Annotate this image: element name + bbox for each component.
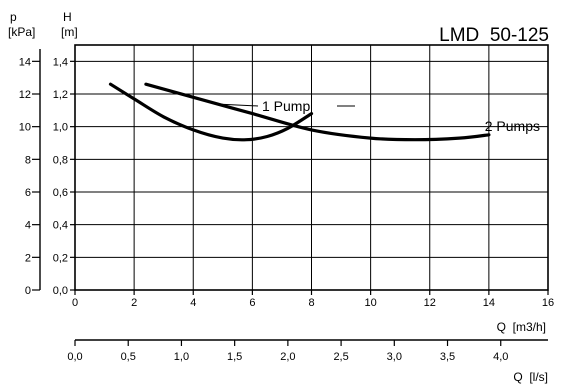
flow-m3h-tick-label: 0 <box>72 297 78 309</box>
pressure-tick-label: 12 <box>19 89 31 101</box>
pressure-tick-label: 2 <box>25 252 31 264</box>
head-tick-label: 0,8 <box>53 154 68 166</box>
pressure-tick-label: 8 <box>25 154 31 166</box>
flow-m3h-tick-label: 2 <box>131 297 137 309</box>
flow-m3h-tick-label: 4 <box>190 297 196 309</box>
flow-ls-tick-label: 3,0 <box>387 351 402 363</box>
flow-ls-tick-label: 1,0 <box>174 351 189 363</box>
head-tick-label: 0,2 <box>53 252 68 264</box>
pressure-tick-label: 6 <box>25 187 31 199</box>
flow-m3h-axis-label: Q [m3/h] <box>497 320 546 334</box>
flow-ls-tick-label: 3,5 <box>440 351 455 363</box>
flow-ls-axis-label: Q [l/s] <box>513 370 548 384</box>
flow-ls-tick-label: 1,5 <box>227 351 242 363</box>
head-tick-label: 0,4 <box>53 220 68 232</box>
flow-ls-tick-label: 2,5 <box>333 351 348 363</box>
flow-m3h-tick-label: 16 <box>542 297 554 309</box>
flow-m3h-tick-label: 6 <box>249 297 255 309</box>
head-tick-label: 1,4 <box>53 56 68 68</box>
head-axis-unit: [m] <box>61 25 78 39</box>
pump-curve-1-pump <box>108 82 314 142</box>
pump-curve-2-pumps <box>144 82 491 142</box>
chart-title: LMD 50-125 <box>439 25 549 46</box>
pressure-tick-label: 14 <box>19 56 31 68</box>
head-tick-label: 0,6 <box>53 187 68 199</box>
head-tick-label: 0,0 <box>53 285 68 297</box>
flow-ls-tick-label: 0,0 <box>67 351 82 363</box>
series-label: 1 Pump <box>262 98 310 114</box>
head-tick-label: 1,0 <box>53 122 68 134</box>
flow-m3h-tick-label: 10 <box>365 297 377 309</box>
pressure-axis: 0 2 4 6 8 10 12 14 <box>19 49 41 297</box>
flow-ls-tick-label: 2,0 <box>280 351 295 363</box>
pressure-tick-label: 0 <box>25 285 31 297</box>
flow-ls-tick-label: 0,5 <box>121 351 136 363</box>
flow-m3h-tick-label: 12 <box>424 297 436 309</box>
pressure-axis-symbol: p <box>10 10 17 24</box>
head-tick-label: 1,2 <box>53 89 68 101</box>
flow-m3h-tick-label: 8 <box>308 297 314 309</box>
flow-m3h-axis: 0 2 4 6 8 10 12 14 16 <box>72 290 554 309</box>
flow-m3h-tick-label: 14 <box>483 297 495 309</box>
pressure-tick-label: 10 <box>19 122 31 134</box>
pressure-tick-label: 4 <box>25 220 31 232</box>
head-axis: 0,0 0,2 0,4 0,6 0,8 1,0 1,2 1,4 <box>53 56 75 297</box>
plot-grid <box>74 45 549 291</box>
series-label: 2 Pumps <box>485 118 540 134</box>
head-axis-symbol: H <box>63 10 72 24</box>
flow-ls-axis: 0,0 0,5 1,0 1,5 2,0 2,5 3,0 3,5 4,0 <box>67 339 548 363</box>
pressure-axis-unit: [kPa] <box>8 25 35 39</box>
flow-ls-tick-label: 4,0 <box>493 351 508 363</box>
pump-curves: 1 Pump 2 Pumps <box>108 82 540 142</box>
